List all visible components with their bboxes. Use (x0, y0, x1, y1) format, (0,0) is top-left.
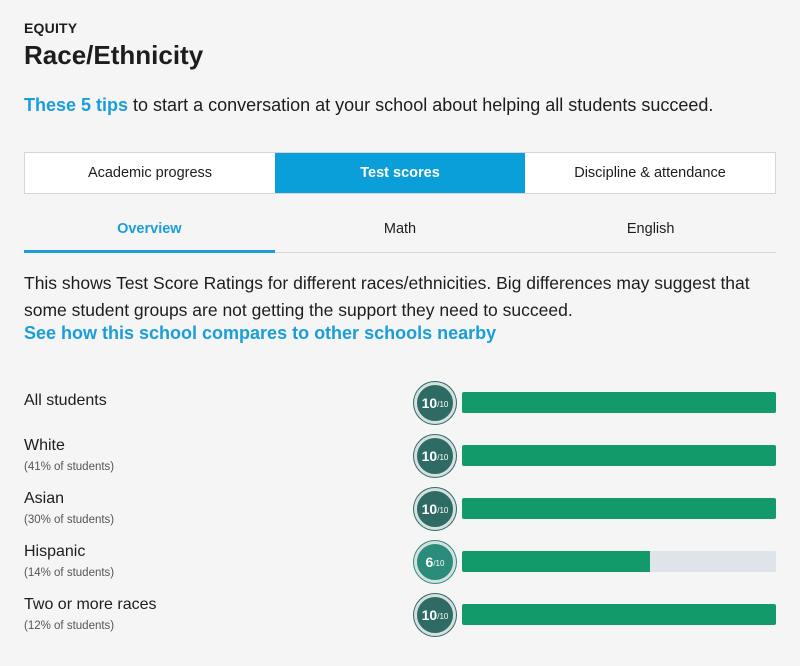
rating-value: 10 (421, 501, 438, 517)
tab-discipline-attendance[interactable]: Discipline & attendance (574, 165, 726, 181)
rating-value: 6 (425, 554, 434, 570)
compare-schools-link[interactable]: See how this school compares to other sc… (24, 323, 497, 343)
rating-max: /10 (437, 453, 449, 462)
row-share: (30% of students) (24, 514, 115, 526)
tips-text: to start a conversation at your school a… (128, 95, 714, 115)
rating-bar (462, 551, 776, 572)
rating-bar (462, 445, 776, 466)
row-label: White (24, 437, 65, 454)
subtab-math[interactable]: Math (383, 221, 417, 237)
rating-badge: 10/10 (414, 488, 456, 530)
rating-badge: 10/10 (414, 382, 456, 424)
subtab-overview[interactable]: Overview (24, 210, 275, 253)
rating-row-all-students: All students 10/10 (24, 380, 776, 433)
row-label: Two or more races (24, 596, 157, 613)
rating-bar-fill (462, 551, 651, 572)
row-share: (41% of students) (24, 461, 115, 473)
description-text: This shows Test Score Ratings for differ… (24, 273, 750, 320)
rating-badge: 10/10 (414, 594, 456, 636)
row-label: All students (24, 392, 107, 409)
rating-badge: 10/10 (414, 435, 456, 477)
tips-line: These 5 tips to start a conversation at … (24, 95, 713, 116)
rating-bar (462, 604, 776, 625)
rating-bar (462, 392, 776, 413)
category-tabs: Academic progress Test scores Discipline… (24, 152, 776, 194)
rating-bar-fill (462, 498, 776, 519)
row-share: (12% of students) (24, 620, 115, 632)
rating-row-two-or-more-races: Two or more races (12% of students) 10/1… (24, 592, 776, 645)
rating-value: 10 (421, 395, 438, 411)
rating-value: 10 (421, 607, 438, 623)
tips-link[interactable]: These 5 tips (24, 95, 129, 115)
rating-max: /10 (437, 612, 449, 621)
page-title: Race/Ethnicity (24, 40, 204, 70)
rating-badge: 6/10 (414, 541, 456, 583)
rating-bar (462, 498, 776, 519)
rating-max: /10 (433, 559, 445, 568)
rating-value: 10 (421, 448, 438, 464)
rating-row-asian: Asian (30% of students) 10/10 (24, 486, 776, 539)
rating-max: /10 (437, 506, 449, 515)
section-eyebrow: EQUITY (24, 20, 78, 36)
rating-max: /10 (437, 400, 449, 409)
row-label: Hispanic (24, 543, 86, 560)
subtab-english[interactable]: English (626, 221, 675, 237)
ratings-list: All students 10/10 White (41% of student… (24, 380, 776, 645)
row-share: (14% of students) (24, 567, 115, 579)
rating-row-hispanic: Hispanic (14% of students) 6/10 (24, 539, 776, 592)
rating-row-white: White (41% of students) 10/10 (24, 433, 776, 486)
tab-academic-progress[interactable]: Academic progress (87, 165, 213, 181)
tab-test-scores[interactable]: Test scores (275, 153, 525, 193)
subject-tabs: Overview Math English (24, 210, 776, 253)
rating-bar-fill (462, 392, 776, 413)
row-label: Asian (24, 490, 65, 507)
rating-bar-fill (462, 445, 776, 466)
rating-bar-fill (462, 604, 776, 625)
